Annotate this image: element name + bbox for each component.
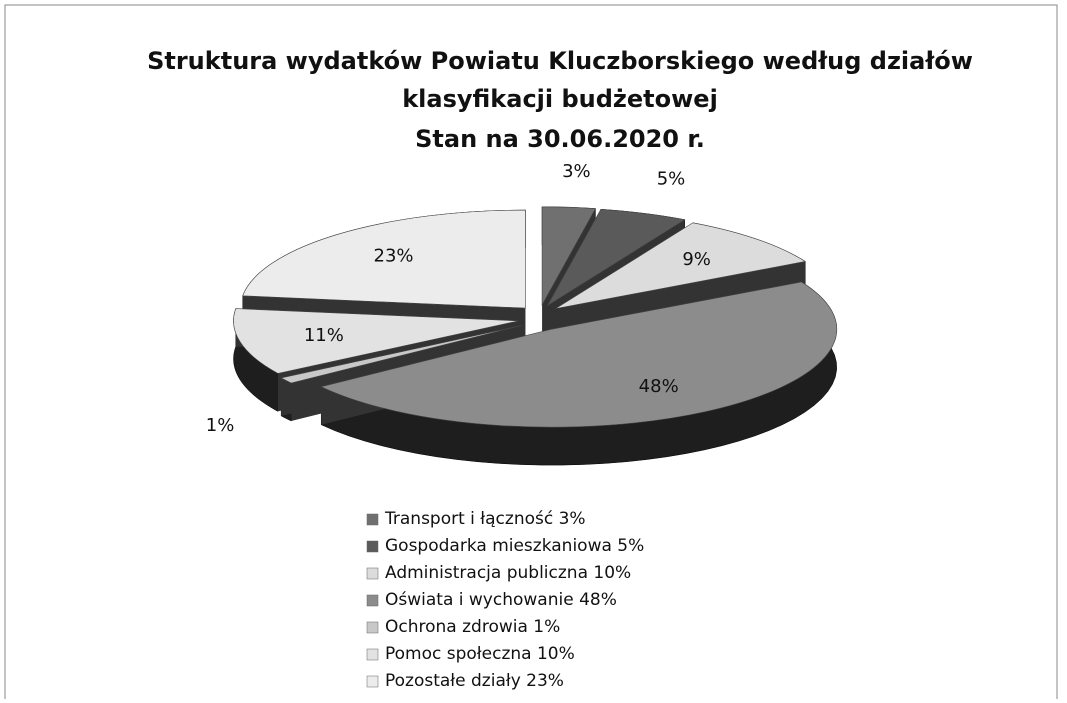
slice [555, 222, 807, 309]
data-label: 1% [206, 415, 235, 436]
data-label: 3% [562, 161, 591, 182]
data-label: 23% [374, 246, 414, 267]
chart-title: Struktura wydatków Powiatu Kluczborskieg… [147, 47, 973, 75]
data-label: 11% [304, 325, 344, 346]
slice-side [555, 222, 806, 347]
legend-swatch [366, 567, 379, 580]
legend-swatch [366, 648, 379, 661]
chart-title: klasyfikacji budżetowej [402, 85, 718, 113]
pie-tops [233, 206, 838, 428]
legend-label: Ochrona zdrowia 1% [385, 617, 560, 637]
data-label: 48% [639, 376, 679, 397]
legend-label: Pozostałe działy 23% [385, 671, 564, 691]
legend-label: Transport i łączność 3% [384, 509, 586, 529]
legend-swatch [366, 621, 379, 634]
legend-label: Pomoc społeczna 10% [385, 644, 575, 664]
legend-label: Gospodarka mieszkaniowa 5% [385, 536, 644, 556]
slice [242, 209, 526, 309]
slice [547, 209, 686, 306]
slice [541, 206, 596, 307]
legend-label: Oświata i wychowanie 48% [385, 590, 617, 610]
legend-swatch [366, 594, 379, 607]
legend-swatch [366, 675, 379, 688]
slice [320, 281, 838, 428]
data-label: 5% [657, 169, 686, 190]
legend: Transport i łączność 3% Gospodarka mieszk… [366, 509, 644, 691]
data-labels: 3% 5% 9% 48% 1% 11% 23% [206, 161, 711, 436]
data-label: 9% [682, 249, 711, 270]
legend-swatch [366, 513, 379, 526]
legend-swatch [366, 540, 379, 553]
legend-label: Administracja publiczna 10% [385, 563, 631, 583]
slice [280, 325, 522, 384]
slice [233, 308, 519, 374]
chart-subtitle: Stan na 30.06.2020 r. [415, 125, 705, 153]
